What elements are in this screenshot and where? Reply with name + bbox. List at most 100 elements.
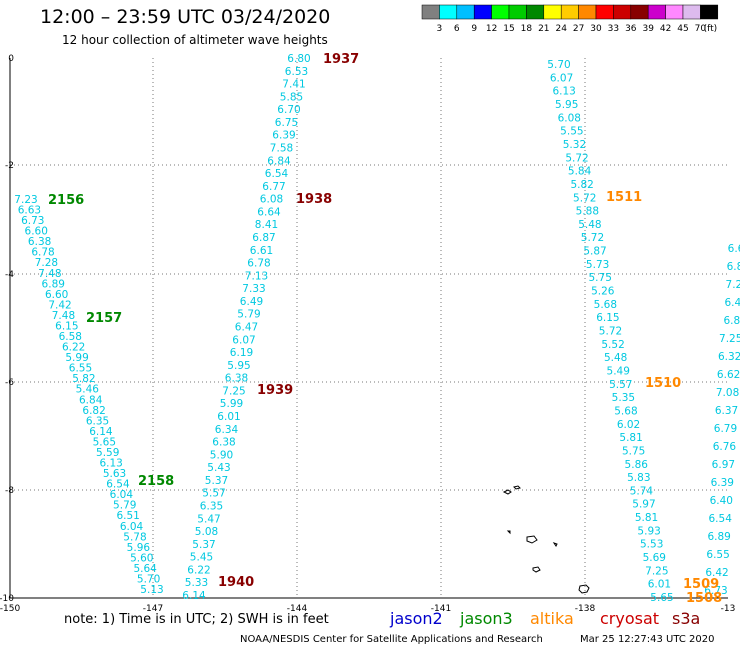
swh-value-altika: 6.13 bbox=[552, 86, 575, 98]
swh-value-cryosat: 5.37 bbox=[205, 475, 228, 487]
swh-value-jason3: 5.63 bbox=[103, 468, 126, 480]
colorbar-cell bbox=[473, 4, 492, 20]
swh-value-altika-edge: 6.6 bbox=[728, 243, 740, 255]
swh-value-altika: 5.73 bbox=[586, 259, 609, 271]
swh-value-cryosat: 7.33 bbox=[242, 283, 265, 295]
swh-value-jason3: 6.35 bbox=[86, 415, 109, 427]
colorbar-cell bbox=[526, 4, 545, 20]
swh-value-altika-edge: 7.25 bbox=[719, 333, 740, 345]
swh-value-jason3: 5.78 bbox=[123, 531, 146, 543]
swh-value-altika: 5.88 bbox=[576, 206, 599, 218]
colorbar-cell bbox=[647, 4, 666, 20]
time-label: 1939 bbox=[257, 383, 293, 398]
swh-value-altika-edge: 6.79 bbox=[714, 423, 737, 435]
colorbar-cell bbox=[543, 4, 562, 20]
swh-value-altika: 5.72 bbox=[565, 152, 588, 164]
swh-value-cryosat: 5.33 bbox=[185, 577, 208, 589]
swh-value-altika: 5.32 bbox=[563, 139, 586, 151]
swh-value-altika: 5.72 bbox=[573, 192, 596, 204]
colorbar-cell bbox=[682, 4, 701, 20]
swh-value-jason3: 6.89 bbox=[42, 278, 65, 290]
swh-value-altika: 5.53 bbox=[640, 539, 663, 551]
swh-value-jason3: 5.60 bbox=[130, 552, 153, 564]
swh-value-jason3: 6.60 bbox=[45, 289, 68, 301]
time-label: 2158 bbox=[138, 474, 174, 489]
swh-value-altika: 5.86 bbox=[625, 459, 649, 471]
swh-value-jason3: 5.96 bbox=[127, 542, 151, 554]
swh-value-cryosat: 6.07 bbox=[232, 334, 255, 346]
swh-value-cryosat: 6.80 bbox=[287, 53, 310, 65]
colorbar-label: 27 bbox=[573, 24, 584, 34]
colorbar-label: 6 bbox=[454, 24, 460, 34]
swh-value-altika-edge: 6.4 bbox=[724, 297, 740, 309]
swh-value-jason3: 5.79 bbox=[113, 500, 136, 512]
swh-value-altika-edge: 6.55 bbox=[706, 549, 729, 561]
swh-value-cryosat: 6.70 bbox=[277, 104, 300, 116]
colorbar-unit: (ft) bbox=[704, 24, 718, 34]
swh-value-altika-edge: 6.76 bbox=[713, 441, 737, 453]
footer-credit: NOAA/NESDIS Center for Satellite Applica… bbox=[240, 634, 543, 645]
colorbar-label: 36 bbox=[625, 24, 637, 34]
swh-value-altika: 5.70 bbox=[547, 59, 570, 71]
page-subtitle: 12 hour collection of altimeter wave hei… bbox=[62, 33, 328, 47]
swh-value-altika: 6.07 bbox=[550, 72, 573, 84]
legend-altika: altika bbox=[530, 609, 574, 628]
swh-value-altika: 6.15 bbox=[596, 312, 619, 324]
swh-value-altika: 5.26 bbox=[591, 286, 615, 298]
swh-value-altika: 5.48 bbox=[604, 352, 627, 364]
swh-value-altika: 5.55 bbox=[560, 126, 583, 138]
swh-value-cryosat: 6.54 bbox=[265, 168, 289, 180]
swh-value-cryosat: 5.95 bbox=[227, 360, 250, 372]
swh-value-cryosat: 6.87 bbox=[252, 232, 275, 244]
island-outline bbox=[552, 542, 558, 547]
swh-value-altika: 5.97 bbox=[632, 499, 655, 511]
swh-value-cryosat: 6.22 bbox=[187, 564, 210, 576]
swh-value-cryosat: 5.85 bbox=[280, 91, 303, 103]
island-outline bbox=[526, 535, 538, 544]
swh-value-cryosat: 6.34 bbox=[215, 424, 239, 436]
page-title: 12:00 – 23:59 UTC 03/24/2020 bbox=[40, 6, 331, 28]
swh-value-cryosat: 7.25 bbox=[222, 385, 245, 397]
time-label: 1937 bbox=[323, 52, 359, 67]
swh-value-jason3: 6.13 bbox=[99, 458, 122, 470]
swh-value-cryosat: 6.78 bbox=[247, 258, 270, 270]
time-label: 2156 bbox=[48, 193, 84, 208]
swh-value-cryosat: 5.47 bbox=[197, 513, 220, 525]
swh-value-altika: 5.35 bbox=[612, 392, 635, 404]
swh-value-cryosat: 6.64 bbox=[257, 206, 281, 218]
colorbar-label: 12 bbox=[486, 24, 497, 34]
swh-value-altika-edge: 6.97 bbox=[712, 459, 735, 471]
colorbar-label: 30 bbox=[590, 24, 602, 34]
swh-value-altika-edge: 6.73 bbox=[704, 585, 727, 597]
swh-value-altika: 5.72 bbox=[599, 326, 622, 338]
colorbar-label: 39 bbox=[642, 24, 654, 34]
swh-value-cryosat: 6.19 bbox=[230, 347, 253, 359]
colorbar-label: 45 bbox=[677, 24, 688, 34]
y-tick-label: -8 bbox=[5, 486, 14, 496]
x-tick-label: -138 bbox=[575, 604, 596, 614]
colorbar-label: 21 bbox=[538, 24, 549, 34]
swh-value-altika: 5.87 bbox=[583, 246, 606, 258]
swh-value-jason3: 6.22 bbox=[62, 342, 85, 354]
swh-value-cryosat: 8.41 bbox=[255, 219, 278, 231]
colorbar-cell bbox=[560, 4, 579, 20]
colorbar-cell bbox=[491, 4, 510, 20]
swh-value-altika: 7.25 bbox=[645, 565, 668, 577]
colorbar-cell bbox=[456, 4, 475, 20]
time-label: 1940 bbox=[218, 575, 254, 590]
swh-value-jason3: 7.48 bbox=[52, 310, 75, 322]
swh-value-jason3: 6.78 bbox=[31, 247, 54, 259]
swh-value-jason3: 6.04 bbox=[110, 489, 134, 501]
swh-value-altika: 5.81 bbox=[635, 512, 658, 524]
swh-value-cryosat: 6.14 bbox=[182, 590, 206, 602]
y-tick-label: -10 bbox=[0, 594, 14, 604]
swh-value-altika-edge: 6.37 bbox=[715, 405, 738, 417]
island-outline bbox=[502, 489, 512, 495]
swh-value-jason3: 7.23 bbox=[14, 194, 37, 206]
swh-value-altika: 5.68 bbox=[594, 299, 617, 311]
island-outline bbox=[532, 566, 541, 573]
swh-value-jason3: 6.51 bbox=[116, 510, 139, 522]
swh-value-altika-edge: 6.39 bbox=[711, 477, 734, 489]
swh-value-cryosat: 6.38 bbox=[225, 373, 248, 385]
swh-value-cryosat: 6.84 bbox=[267, 155, 291, 167]
